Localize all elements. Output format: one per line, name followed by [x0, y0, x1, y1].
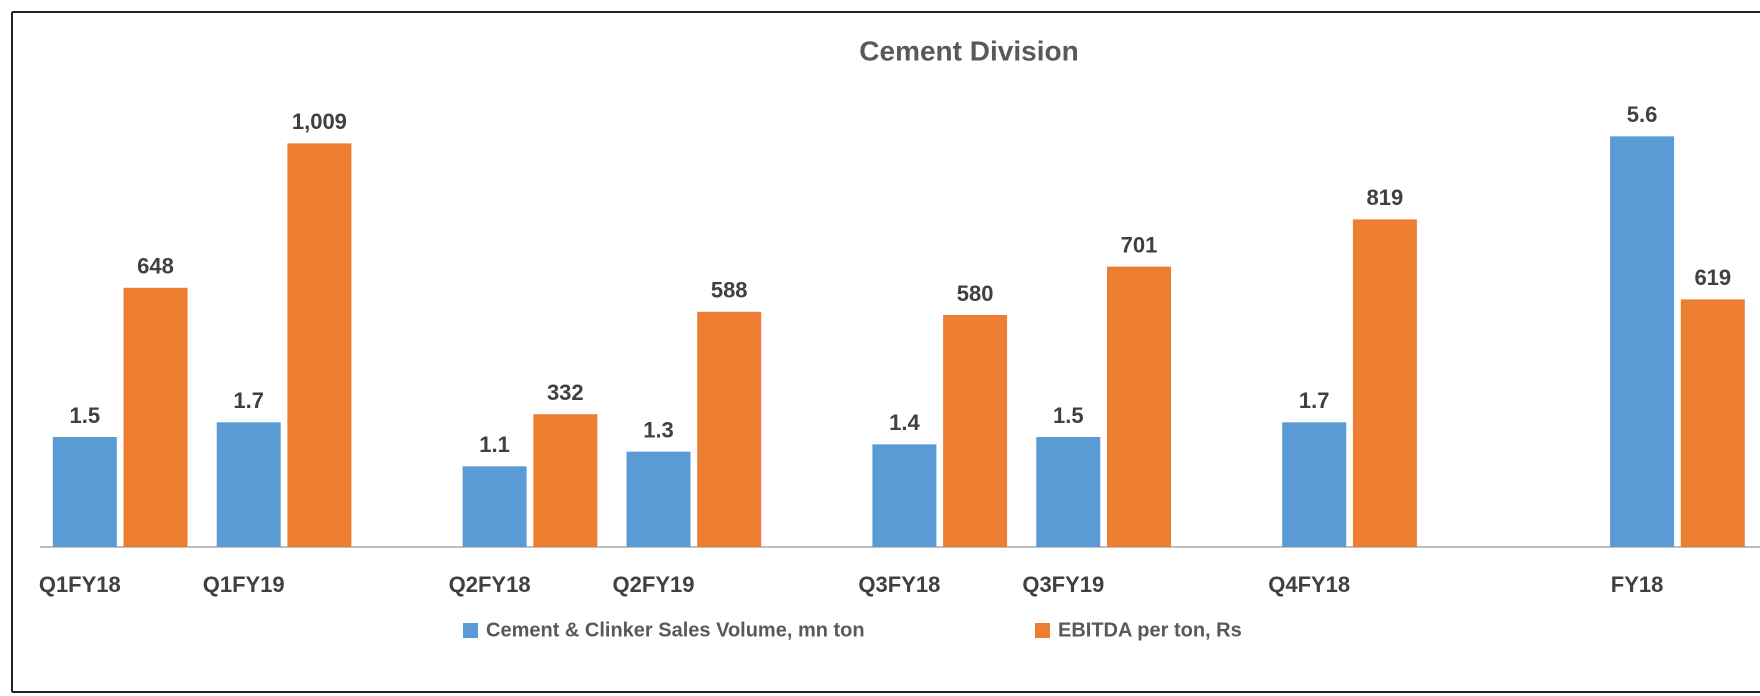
data-label: 588 [711, 278, 748, 303]
x-tick-label: Q4FY18 [1268, 572, 1350, 597]
data-label: 5.6 [1627, 102, 1658, 127]
bar [1107, 266, 1171, 547]
bar [626, 451, 691, 547]
data-label: 1.5 [1053, 403, 1084, 428]
data-label: 1.5 [70, 403, 101, 428]
x-tick-label: FY18 [1611, 572, 1664, 597]
legend-swatch [1035, 623, 1050, 638]
x-tick-label: Q1FY19 [203, 572, 285, 597]
data-label: 1.7 [1299, 388, 1330, 413]
legend-label: EBITDA per ton, Rs [1058, 619, 1242, 641]
data-label: 819 [1367, 185, 1404, 210]
bar [216, 422, 281, 547]
data-label: 1.3 [643, 417, 674, 442]
data-label: 332 [547, 380, 584, 405]
data-label: 1.1 [479, 432, 510, 457]
legend-label: Cement & Clinker Sales Volume, mn ton [486, 619, 865, 641]
bar [943, 315, 1008, 547]
bar [1610, 136, 1675, 548]
bar [287, 143, 352, 547]
data-label: 619 [1694, 265, 1731, 290]
x-tick-label: Q2FY18 [449, 572, 531, 597]
bar [1680, 299, 1745, 547]
bar [52, 437, 117, 547]
data-label: 1,009 [292, 109, 347, 134]
data-label: 580 [957, 281, 994, 306]
x-tick-label: Q3FY19 [1022, 572, 1104, 597]
data-label: 1.4 [889, 410, 920, 435]
bar [697, 311, 762, 547]
x-tick-label: Q1FY18 [39, 572, 121, 597]
chart-title: Cement Division [859, 35, 1078, 66]
data-label: 701 [1121, 232, 1158, 257]
bar [1352, 219, 1417, 547]
legend-swatch [463, 623, 478, 638]
data-label: 1.7 [233, 388, 264, 413]
bar [123, 287, 188, 547]
x-tick-label: Q2FY19 [613, 572, 695, 597]
bar [1282, 422, 1347, 547]
x-tick-label: Q3FY18 [858, 572, 940, 597]
bar [872, 444, 937, 547]
bar [533, 414, 598, 547]
bar [462, 466, 527, 547]
bar [1036, 437, 1101, 547]
data-label: 648 [137, 254, 174, 279]
